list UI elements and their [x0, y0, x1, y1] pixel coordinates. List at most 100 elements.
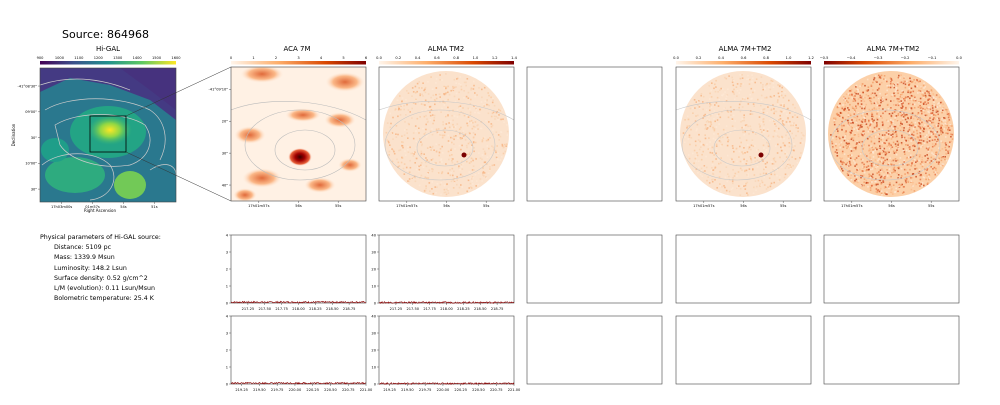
colorbar-tick-label: 0.0 [956, 56, 962, 60]
dec-tick-label: 30" [222, 151, 229, 155]
panel-title-aca: ACA 7M [283, 45, 311, 53]
spectrum-frame [230, 315, 367, 385]
higal-ylabel: Declination [11, 123, 16, 146]
spectrum-y-tick-label: 2 [226, 348, 228, 352]
colorbar-tick-label: 1.2 [492, 56, 498, 60]
spectrum-x-tick-label: 220.50 [472, 388, 485, 392]
tm2-colorbar-ticks: 0.0 0.2 0.4 0.6 0.8 1.0 1.2 1.4 [376, 56, 517, 60]
param-distance: Distance: 5109 pc [54, 244, 112, 252]
spectrum-aca-row2: 0 1 2 3 4 219.25 219.50 219.75 220.00 220.25 220.5… [226, 314, 373, 392]
combined-colorbar [676, 61, 811, 65]
spectrum-y-tick-label: 30 [371, 250, 376, 254]
spectrum-line [378, 300, 515, 305]
colorbar-tick-label: 0.4 [718, 56, 724, 60]
spectrum-x-tick-label: 218.75 [343, 307, 356, 311]
spectrum-x-tick-label: 221.00 [508, 388, 521, 392]
colorbar-tick-label: 1100 [74, 56, 84, 60]
colorbar-tick-label: 0.2 [395, 56, 401, 60]
combined-image [675, 71, 812, 197]
tm2-axes: 17h01m57s 56s 55s [396, 201, 490, 208]
spectrum-y-tick-label: 4 [226, 233, 229, 237]
combined-axes: 17h01m57s 56s 55s [693, 201, 787, 208]
colorbar-tick-label: 4 [320, 56, 323, 60]
ra-tick-label: 55s [483, 204, 490, 208]
combined2-colorbar [824, 61, 959, 65]
higal-xlabel: Right Ascension [84, 208, 116, 213]
spectrum-y-tick-label: 30 [371, 331, 376, 335]
spectrum-x-tick-label: 219.75 [419, 388, 432, 392]
aca-colorbar-ticks: 0 1 2 3 4 5 6 [230, 56, 368, 60]
panel-title-combined-residual: ALMA 7M+TM2 [866, 45, 920, 53]
combined-colorbar-ticks: 0.0 0.2 0.4 0.6 0.8 1.0 1.2 [673, 56, 814, 60]
ra-tick-label: 56s [443, 204, 450, 208]
params-heading: Physical parameters of Hi-GAL source: [40, 234, 161, 241]
colorbar-tick-label: 1300 [113, 56, 123, 60]
spectrum-line [230, 300, 367, 304]
empty-panel-r2-c3 [526, 315, 663, 385]
dec-tick-label: 20" [222, 120, 229, 124]
spectrum-x-tick-label: 217.25 [390, 307, 403, 311]
ra-tick-label: 01m57s [85, 205, 100, 209]
ra-tick-label: 17h01m57s [841, 204, 862, 208]
empty-panel-row0 [526, 66, 663, 202]
spectrum-x-tick-label: 218.50 [326, 307, 339, 311]
spectrum-x-tick-label: 220.00 [289, 388, 302, 392]
colorbar-tick-label: −0.2 [901, 56, 910, 60]
spectrum-y-tick-label: 20 [371, 267, 376, 271]
spectrum-tm2-row2: 0 10 20 30 40 219.25 219.50 219.75 220.00 220.25 2… [371, 314, 521, 392]
colorbar-tick-label: 1500 [152, 56, 162, 60]
combined2-axes: 17h01m57s 56s 55s [841, 201, 935, 208]
physical-parameters: Physical parameters of Hi-GAL source: Di… [40, 233, 161, 304]
spectrum-x-tick-label: 220.25 [454, 388, 467, 392]
colorbar-tick-label: 900 [37, 56, 45, 60]
spectrum-x-tick-label: 217.50 [406, 307, 419, 311]
higal-image [40, 68, 176, 202]
spectrum-y-tick-label: 2 [226, 267, 228, 271]
colorbar-tick-label: 0 [230, 56, 233, 60]
ra-tick-label: 17h03m00s [51, 205, 72, 209]
spectrum-x-tick-label: 219.75 [271, 388, 284, 392]
spectrum-y-tick-label: 40 [371, 314, 376, 318]
spectrum-y-tick-label: 20 [371, 348, 376, 352]
colorbar-tick-label: 1400 [133, 56, 143, 60]
spectrum-x-tick-label: 220.00 [437, 388, 450, 392]
empty-panel-r1-c5 [823, 234, 960, 304]
spectrum-y-tick-label: 3 [226, 250, 228, 254]
panel-title-tm2: ALMA TM2 [427, 45, 465, 53]
colorbar-tick-label: 1000 [55, 56, 65, 60]
spectrum-x-tick-label: 218.00 [440, 307, 453, 311]
colorbar-tick-label: 1.4 [511, 56, 517, 60]
colorbar-tick-label: −0.3 [874, 56, 883, 60]
ra-tick-label: 55s [928, 204, 935, 208]
zoom-box [89, 115, 127, 153]
spectrum-x-tick-label: 220.50 [324, 388, 337, 392]
combined2-colorbar-ticks: −0.5 −0.4 −0.3 −0.2 −0.1 0.0 [820, 56, 963, 60]
ra-tick-label: 55s [780, 204, 787, 208]
spectrum-frame [378, 234, 515, 304]
zoom-line-top [125, 66, 232, 117]
higal-colorbar [40, 61, 176, 65]
ra-tick-label: 17h01m57s [693, 204, 714, 208]
ra-tick-label: 55s [335, 204, 342, 208]
colorbar-tick-label: 1.2 [808, 56, 814, 60]
spectrum-x-tick-label: 220.75 [490, 388, 503, 392]
param-bolometric-temperature: Bolometric temperature: 25.4 K [54, 295, 154, 303]
dec-tick-label: 10'00" [25, 162, 37, 166]
param-surface-density: Surface density: 0.52 g/cm^2 [54, 274, 148, 282]
spectrum-x-tick-label: 219.50 [253, 388, 266, 392]
colorbar-tick-label: 6 [365, 56, 368, 60]
higal-frame [39, 67, 177, 203]
colorbar-tick-label: 5 [342, 56, 344, 60]
param-mass: Mass: 1339.9 Msun [54, 254, 115, 262]
dec-tick-label: -41°09'10" [209, 88, 229, 92]
dec-tick-label: 09'00" [25, 110, 37, 114]
ra-tick-label: 51s [151, 205, 158, 209]
colorbar-tick-label: 1.0 [786, 56, 792, 60]
spectrum-x-tick-label: 218.00 [292, 307, 305, 311]
page-title: Source: 864968 [62, 28, 149, 41]
panel-title-higal: Hi-GAL [95, 45, 121, 53]
empty-panel-r2-c4 [675, 315, 812, 385]
colorbar-tick-label: 0.8 [453, 56, 459, 60]
